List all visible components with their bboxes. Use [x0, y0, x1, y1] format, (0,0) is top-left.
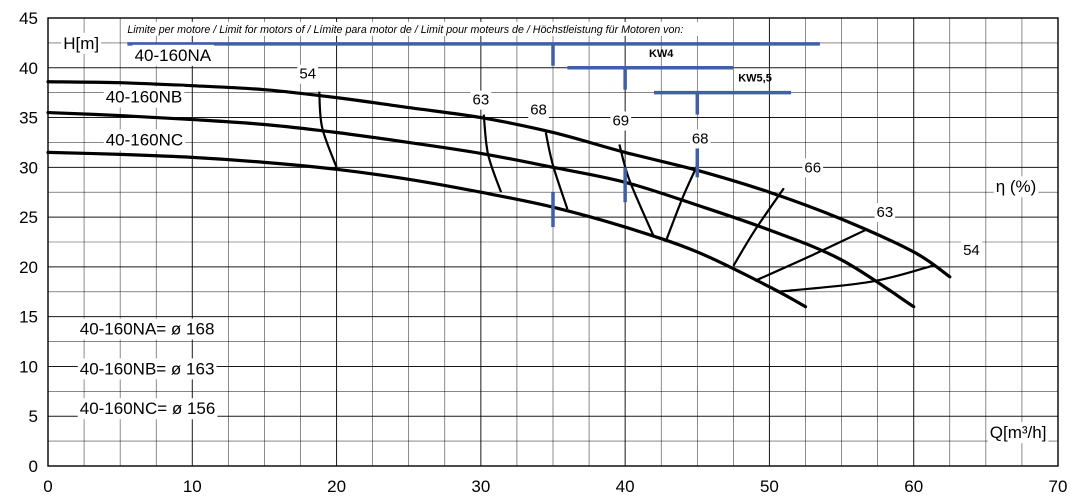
label-background	[103, 86, 185, 108]
y-tick-label: 20	[19, 258, 38, 277]
y-tick-label: 15	[19, 308, 38, 327]
curve-label-40-160nb: 40-160NB	[106, 88, 183, 107]
y-tick-label: 35	[19, 109, 38, 128]
label-background	[961, 240, 982, 260]
label-background	[297, 64, 319, 84]
efficiency-label: 54	[299, 66, 316, 83]
efficiency-label: 69	[612, 113, 629, 130]
y-tick-label: 45	[19, 9, 38, 28]
label-background	[528, 100, 549, 120]
y-tick-label: 0	[29, 457, 38, 476]
label-background	[802, 158, 824, 178]
efficiency-label: 68	[692, 130, 709, 147]
label-background	[987, 422, 1049, 444]
efficiency-axis-label: η (%)	[996, 177, 1037, 196]
impeller-diameter-note: 40-160NB= ø 163	[80, 359, 215, 378]
label-background	[77, 358, 217, 380]
label-background	[77, 398, 218, 420]
efficiency-label: 63	[473, 92, 490, 109]
label-background	[874, 203, 896, 223]
motor-limits	[127, 42, 820, 228]
x-tick-label: 70	[1049, 477, 1068, 496]
efficiency-line-63	[482, 114, 503, 193]
x-tick-label: 30	[471, 477, 490, 496]
axes: 0 10 20 30 40 50 60 70 0 5 10 15 20 25 30 35 40 45	[19, 9, 1067, 496]
x-axis-label: Q[m³/h]	[990, 423, 1047, 442]
motor-limit-label: KW5,5	[738, 73, 772, 85]
chart-labels: 40-160NA 40-160NB 40-160NC 54 63 68 69 68 66 63 54…	[61, 21, 1049, 444]
x-tick-label: 60	[904, 477, 923, 496]
label-background	[610, 111, 632, 131]
curve-label-40-160nc: 40-160NC	[106, 130, 184, 149]
y-tick-label: 40	[19, 59, 38, 78]
y-axis-label: H[m]	[63, 34, 99, 53]
x-tick-label: 40	[616, 477, 635, 496]
label-background	[689, 129, 711, 149]
efficiency-label: 54	[963, 242, 980, 259]
x-tick-label: 20	[327, 477, 346, 496]
motor-limit-note: Limite per motore / Limit for motors of …	[127, 24, 683, 36]
efficiency-line-63	[754, 228, 869, 282]
label-background	[470, 90, 492, 110]
efficiency-label: 66	[804, 159, 821, 176]
label-background	[103, 129, 186, 151]
label-background	[993, 176, 1039, 198]
efficiency-label: 63	[877, 204, 894, 221]
efficiency-line-54	[318, 91, 338, 168]
label-background	[132, 44, 214, 66]
label-background	[61, 32, 102, 54]
plot-frame	[47, 17, 1059, 467]
head-curve-40-160nc	[46, 150, 808, 309]
efficiency-line-66	[732, 187, 785, 267]
head-curve-40-160na	[46, 80, 952, 279]
motor-note-background	[125, 21, 716, 36]
x-tick-label: 10	[183, 477, 202, 496]
y-tick-label: 5	[29, 407, 38, 426]
head-curve-40-160nb	[46, 110, 916, 309]
efficiency-line-54	[776, 263, 936, 293]
impeller-diameter-note: 40-160NA= ø 168	[80, 320, 215, 339]
head-curves	[46, 80, 952, 309]
impeller-diameter-note: 40-160NC= ø 156	[80, 399, 216, 418]
efficiency-line-68	[664, 164, 699, 243]
label-background	[77, 318, 217, 340]
efficiency-label: 68	[530, 102, 547, 119]
x-tick-label: 0	[43, 477, 52, 496]
efficiency-line-69	[618, 144, 656, 238]
x-tick-label: 50	[760, 477, 779, 496]
motor-limit-label: KW4	[649, 48, 674, 60]
y-tick-label: 30	[19, 158, 38, 177]
y-tick-label: 10	[19, 357, 38, 376]
y-tick-label: 25	[19, 208, 38, 227]
efficiency-line-68	[544, 132, 569, 210]
curve-label-40-160na: 40-160NA	[135, 46, 212, 65]
efficiency-lines	[318, 91, 936, 293]
